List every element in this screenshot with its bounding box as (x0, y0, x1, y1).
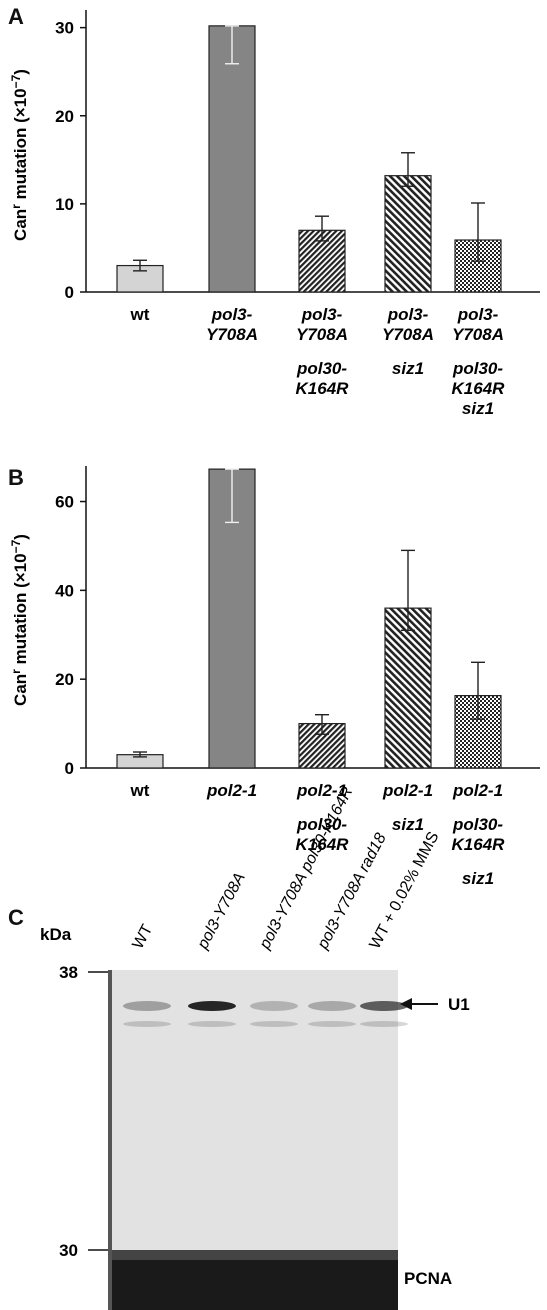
marker-38-label: 38 (59, 963, 78, 982)
y-axis-label: Canr mutation (×10−7) (9, 534, 30, 706)
bar (384, 607, 432, 769)
x-category-label: Y708A (206, 325, 258, 344)
u1-band (250, 1001, 298, 1011)
pcna-band (112, 1258, 398, 1310)
y-tick-label: 0 (65, 283, 74, 302)
x-category-label: wt (130, 781, 150, 800)
y-axis-label-part: mutation (×10 (11, 88, 30, 204)
y-tick-label: 30 (55, 19, 74, 38)
x-category-label: pol3- (457, 305, 499, 324)
x-category-label: pol2-1 (296, 781, 347, 800)
pcna-label: PCNA (404, 1269, 452, 1288)
x-category-label: pol30- (452, 359, 503, 378)
marker-30-label: 30 (59, 1241, 78, 1260)
x-category-label: siz1 (462, 399, 494, 418)
x-category-label: Y708A (296, 325, 348, 344)
x-category-label: K164R (452, 379, 506, 398)
u1-band (308, 1001, 356, 1011)
y-axis-label: Canr mutation (×10−7) (9, 69, 30, 241)
u1-label: U1 (448, 995, 470, 1014)
error-bar (471, 202, 485, 262)
panel-a-letter: A (8, 4, 24, 29)
y-tick-label: 60 (55, 493, 74, 512)
y-axis-label-part: −7 (9, 74, 23, 88)
x-category-label: pol3- (387, 305, 429, 324)
kda-label: kDa (40, 925, 72, 944)
u1-band (188, 1001, 236, 1011)
error-bar (401, 549, 415, 632)
y-tick-label: 40 (55, 581, 74, 600)
y-axis-label-part: r (9, 204, 23, 209)
y-tick-label: 20 (55, 107, 74, 126)
u1-band (360, 1001, 408, 1011)
panel-b-letter: B (8, 465, 24, 490)
lane-label: WT (130, 922, 157, 952)
faint-band (250, 1021, 298, 1027)
x-category-label: K164R (296, 379, 350, 398)
bar (384, 175, 432, 293)
y-axis-label-part: r (9, 669, 23, 674)
y-axis-label-part: mutation (×10 (11, 553, 30, 669)
error-bar (225, 468, 239, 524)
bar (208, 25, 256, 293)
error-bar (133, 751, 147, 758)
x-category-label: pol3- (211, 305, 253, 324)
pcna-band-edge (112, 1250, 398, 1260)
x-category-label: pol2-1 (452, 781, 503, 800)
x-category-label: siz1 (392, 359, 424, 378)
western-blot: WT pol3-Y708A pol3-Y708A pol30-K164Rpol3-Y… (40, 784, 470, 1310)
blot-left-edge (108, 970, 112, 1310)
error-bar (133, 259, 147, 272)
y-axis-label-part: Can (11, 209, 30, 241)
y-tick-label: 0 (65, 759, 74, 778)
faint-band (123, 1021, 171, 1027)
y-axis-label-part: Can (11, 674, 30, 706)
panel-c-letter: C (8, 905, 24, 930)
x-category-label: siz1 (392, 815, 424, 834)
x-category-label: pol30- (452, 815, 503, 834)
y-tick-label: 10 (55, 195, 74, 214)
y-axis-label-part: −7 (9, 539, 23, 553)
x-category-label: Y708A (452, 325, 504, 344)
x-category-label: Y708A (382, 325, 434, 344)
y-axis-label-part: ) (11, 69, 30, 75)
error-bar (315, 215, 329, 242)
x-category-label: K164R (452, 835, 506, 854)
y-axis-label-part: ) (11, 534, 30, 540)
error-bar (225, 25, 239, 65)
faint-band (188, 1021, 236, 1027)
bar-chart-b: 0 20 40 60 Canr mutation (×10−7) wt pol2-1 pol2… (9, 466, 540, 888)
x-category-label: pol3- (301, 305, 343, 324)
x-category-label: K164R (296, 835, 350, 854)
faint-band (360, 1021, 408, 1027)
error-bar (401, 152, 415, 187)
x-category-label: wt (130, 305, 150, 324)
faint-band (308, 1021, 356, 1027)
u1-arrow-icon (400, 998, 438, 1010)
x-category-label: pol2-1 (382, 781, 433, 800)
error-bar (471, 661, 485, 720)
x-category-label: pol30- (296, 815, 347, 834)
x-category-label: pol2-1 (206, 781, 257, 800)
x-category-label: siz1 (462, 869, 494, 888)
y-tick-label: 20 (55, 670, 74, 689)
x-category-label: pol30- (296, 359, 347, 378)
error-bar (315, 714, 329, 735)
u1-band (123, 1001, 171, 1011)
